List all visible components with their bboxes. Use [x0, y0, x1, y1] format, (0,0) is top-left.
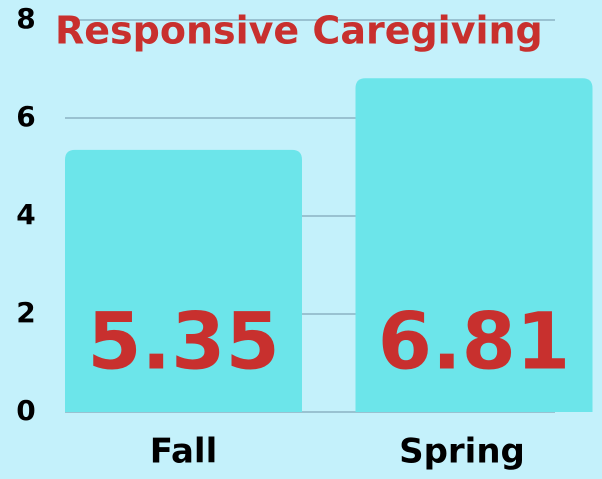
- value-label: 5.35: [87, 297, 279, 387]
- y-tick-label: 2: [16, 296, 35, 329]
- bar: [65, 149, 302, 412]
- y-tick-label: 8: [16, 2, 35, 35]
- y-tick-label: 6: [16, 100, 35, 133]
- x-tick-label: Spring: [399, 432, 525, 472]
- x-tick-label: Fall: [150, 432, 218, 472]
- chart-title: Responsive Caregiving: [55, 9, 543, 53]
- y-tick-label: 4: [16, 198, 35, 231]
- value-label: 6.81: [378, 297, 570, 387]
- y-tick-label: 0: [16, 394, 35, 427]
- bar: [355, 78, 593, 412]
